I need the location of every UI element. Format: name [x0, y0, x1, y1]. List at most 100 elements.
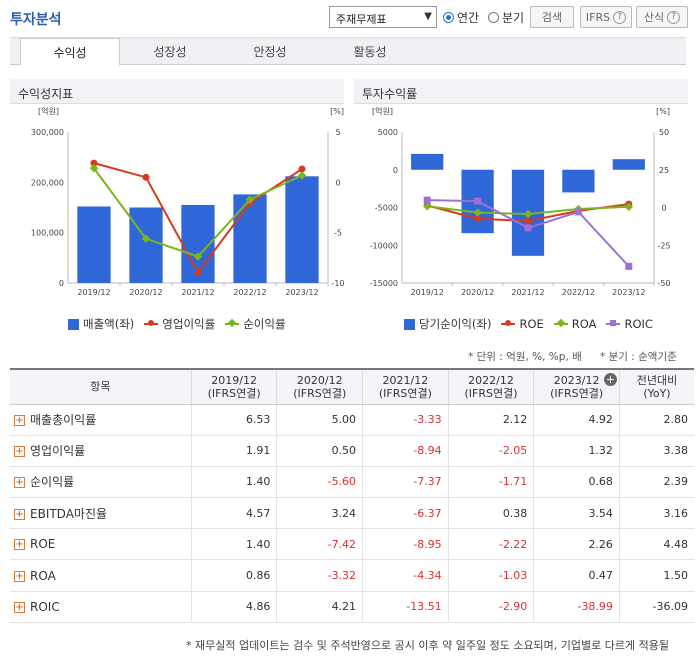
formula-label: 산식 [643, 11, 665, 24]
table-cell: -2.05 [447, 435, 534, 467]
column-header: 전년대비 (YoY) [618, 368, 694, 405]
table-row: + 영업이익률 1.91 0.50 -8.94 -2.05 1.32 3.38 [10, 435, 694, 467]
legend-item-net-margin[interactable]: 순이익률 [225, 316, 286, 332]
table-cell: -8.94 [362, 435, 449, 467]
data-point [89, 163, 99, 173]
table-row: + 순이익률 1.40 -5.60 -7.37 -1.71 0.68 2.39 [10, 466, 694, 499]
radio-annual[interactable]: 연간 [443, 9, 479, 26]
expand-icon[interactable]: + [14, 446, 25, 458]
row-label[interactable]: + 순이익률 [10, 466, 192, 499]
x-tick-label: 2021/12 [511, 288, 544, 297]
bar [411, 153, 444, 170]
page-title: 투자분석 [10, 12, 62, 28]
table-cell: 4.86 [190, 591, 277, 623]
legend-label: 영업이익률 [162, 317, 216, 331]
table-cell: -3.33 [362, 404, 449, 436]
table-cell: 1.40 [190, 466, 277, 499]
table-cell: 3.24 [276, 497, 363, 530]
formula-help-button[interactable]: 산식? [636, 6, 688, 28]
legend-label: ROA [571, 317, 597, 331]
column-header: 2022/12 (IFRS연결) [447, 368, 534, 405]
row-label[interactable]: + ROIC [10, 591, 192, 623]
table-cell: 0.50 [276, 435, 363, 467]
tab-growth[interactable]: 성장성 [153, 45, 187, 59]
expand-icon[interactable]: + [14, 539, 25, 551]
y2-tick-label: -50 [657, 279, 670, 288]
radio-annual-label: 연간 [457, 11, 480, 25]
y-tick-label: -5000 [375, 204, 398, 213]
return-chart: [억원] [%] 5000 0 -5000 -10000 -15000 50 25 0 -25 -50… [370, 106, 671, 297]
radio-quarter-label: 분기 [502, 11, 525, 25]
table-cell: 2.80 [618, 404, 694, 436]
table-cell: 3.16 [618, 497, 694, 530]
data-point [474, 215, 482, 223]
add-column-icon[interactable]: + [603, 373, 617, 386]
row-label[interactable]: + 매출총이익률 [10, 404, 192, 436]
data-point [194, 268, 202, 276]
ifrs-help-button[interactable]: IFRS? [580, 6, 632, 28]
table-cell: 1.91 [190, 435, 277, 467]
legend-item-roe[interactable]: ROE [501, 317, 544, 331]
profitability-chart: [억원] [%] 300,000 200,000 100,000 0 5 0 -5 -10 2019… [31, 106, 344, 297]
expand-icon[interactable]: + [14, 508, 25, 520]
legend-swatch [144, 320, 159, 326]
footer-note: * 재무실적 업데이트는 검수 및 주석반영으로 공시 이후 약 일주일 정도 … [186, 639, 669, 652]
row-label[interactable]: + EBITDA마진율 [10, 497, 192, 530]
legend-item-op-margin[interactable]: 영업이익률 [144, 316, 215, 332]
table-cell: 2.39 [618, 466, 694, 499]
table-cell: 4.48 [618, 528, 694, 561]
tab-profitability[interactable]: 수익성 [20, 38, 120, 66]
table-cell: 1.40 [190, 528, 277, 561]
legend-label: 매출액(좌) [83, 317, 135, 331]
tab-activity[interactable]: 활동성 [353, 45, 387, 59]
legend-swatch [606, 320, 621, 326]
table-cell: 4.21 [276, 591, 363, 623]
data-point [474, 197, 482, 205]
search-button[interactable]: 검색 [530, 6, 574, 28]
tab-stability[interactable]: 안정성 [253, 45, 287, 59]
data-point [90, 159, 98, 167]
legend-swatch [553, 323, 568, 325]
row-label[interactable]: + ROE [10, 528, 192, 561]
table-cell: -1.71 [447, 466, 534, 499]
radio-selected-icon [443, 12, 454, 23]
x-tick-label: 2020/12 [461, 288, 494, 297]
y2-tick-label: 50 [659, 128, 669, 137]
row-label[interactable]: + 영업이익률 [10, 435, 192, 467]
unit-note: * 단위 : 억원, %, %p, 배 [468, 351, 582, 363]
column-header: 2023/12 (IFRS연결) + [533, 368, 620, 405]
expand-icon[interactable]: + [14, 415, 25, 427]
table-cell: -13.51 [362, 591, 449, 623]
table-cell: -8.95 [362, 528, 449, 561]
y2-tick-label: -10 [331, 279, 344, 288]
table-cell: -6.37 [362, 497, 449, 530]
bar [233, 194, 267, 283]
legend-item-sales[interactable]: 매출액(좌) [68, 316, 134, 332]
return-legend: 당기순이익(좌) ROE ROA ROIC [404, 316, 663, 332]
radio-quarter[interactable]: 분기 [488, 9, 524, 26]
bar [562, 169, 595, 193]
legend-item-roa[interactable]: ROA [553, 317, 597, 331]
legend-label: 순이익률 [243, 317, 286, 331]
axis-unit-right: [%] [330, 107, 344, 116]
statement-select[interactable]: 주재무제표 ▼ [329, 6, 437, 28]
table-row: + EBITDA마진율 4.57 3.24 -6.37 0.38 3.54 3.16 [10, 497, 694, 530]
expand-icon[interactable]: + [14, 477, 25, 489]
data-point [524, 224, 532, 232]
row-label[interactable]: + ROA [10, 559, 192, 592]
table-row: + ROE 1.40 -7.42 -8.95 -2.22 2.26 4.48 [10, 528, 694, 561]
legend-item-roic[interactable]: ROIC [606, 317, 653, 331]
table-cell: -7.42 [276, 528, 363, 561]
legend-item-net-income[interactable]: 당기순이익(좌) [404, 316, 491, 332]
table-cell: -4.34 [362, 559, 449, 592]
data-point [141, 234, 151, 243]
expand-icon[interactable]: + [14, 601, 25, 613]
table-cell: -38.99 [533, 591, 620, 623]
x-tick-label: 2020/12 [129, 288, 162, 297]
row-label-text: 영업이익률 [30, 444, 86, 459]
row-label-text: 매출총이익률 [30, 413, 97, 428]
statement-select-value: 주재무제표 [336, 13, 387, 26]
radio-unselected-icon [488, 12, 499, 23]
expand-icon[interactable]: + [14, 570, 25, 582]
table-cell: -3.32 [276, 559, 363, 592]
